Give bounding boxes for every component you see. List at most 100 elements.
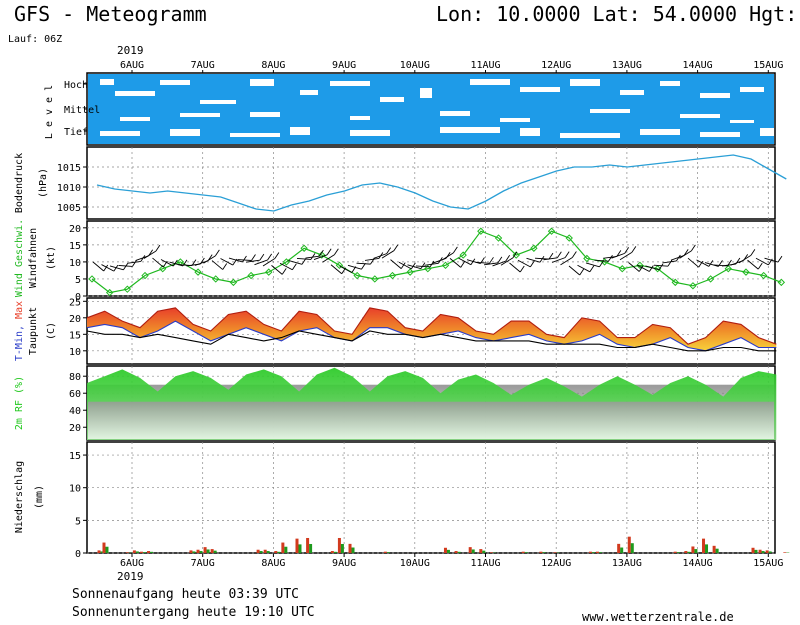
wind-barb	[636, 264, 650, 272]
cloud-gap	[740, 87, 764, 92]
cloud-gap	[100, 131, 140, 136]
wind-barb	[662, 260, 677, 264]
wind-barb-flag	[326, 248, 332, 256]
precip-bar-red	[139, 551, 143, 553]
wind-speed-point	[176, 258, 185, 266]
humidity-ytick-label: 40	[69, 406, 81, 417]
humidity-ytick-label: 60	[69, 389, 81, 400]
wind-barb-flag	[155, 244, 161, 252]
cloud-gap	[290, 127, 310, 135]
wind-barb	[500, 257, 514, 266]
precip-bar-red	[147, 551, 151, 553]
cloud-gap	[500, 118, 530, 122]
precip-bar-red	[383, 551, 387, 553]
wind-barb	[364, 258, 379, 261]
cloud-level-tief: Tief	[64, 127, 88, 138]
cloud-gap	[440, 127, 500, 133]
wind-barb	[407, 264, 422, 270]
wind-barb	[509, 262, 521, 273]
precip-bar-green	[761, 551, 765, 553]
wind-speed-point	[653, 265, 662, 273]
wind-barb-flag	[616, 250, 622, 257]
wind-barb	[764, 257, 779, 263]
precip-bar-red	[189, 550, 193, 553]
precip-bar-red	[758, 549, 762, 553]
x-tick-bottom: 12AUG	[541, 558, 571, 569]
wind-barb	[398, 261, 412, 270]
wind-barb-flag	[683, 249, 689, 256]
precip-bar-green	[676, 552, 680, 553]
year-label-top: 2019	[117, 44, 144, 57]
wind-barb	[313, 254, 328, 261]
site-link[interactable]: www.wetterzentrale.de	[582, 610, 734, 624]
wind-barb	[322, 254, 335, 263]
cloud-gap	[700, 132, 740, 137]
wind-ytick-label: 0	[75, 292, 81, 303]
wind-barb	[568, 265, 581, 276]
precip-bar-red	[443, 547, 447, 553]
cloud-gap	[660, 81, 680, 86]
x-tick-bottom: 7AUG	[191, 558, 215, 569]
precip-bar-green	[105, 546, 109, 553]
cloud-gap	[160, 80, 190, 85]
wind-speed-point	[600, 258, 609, 266]
wind-barb	[619, 251, 633, 261]
wind-speed-point	[583, 254, 591, 263]
wind-barb-flag	[274, 252, 280, 259]
wind-speed-point	[618, 265, 626, 273]
precip-bar-red	[97, 550, 101, 553]
wind-barb-flag	[638, 265, 644, 272]
wind-speed-point	[335, 261, 344, 270]
wind-barb	[704, 262, 719, 267]
wind-ytick-label: 15	[69, 241, 81, 252]
wind-speed-point	[388, 271, 397, 280]
x-tick-bottom: 11AUG	[470, 558, 500, 569]
precip-bar-red	[295, 538, 299, 553]
cloud-gap	[680, 114, 720, 118]
wind-barb	[483, 262, 498, 266]
cloud-level-label: L e v e l	[44, 85, 55, 139]
wind-barb-flag	[281, 268, 287, 275]
precip-ytick-label: 15	[69, 451, 81, 462]
precip-bar-green	[620, 547, 624, 553]
wind-barb	[611, 252, 625, 259]
cloud-gap	[520, 128, 540, 136]
precip-bar-red	[306, 537, 310, 553]
wind-barb	[339, 265, 353, 273]
cloud-gap	[700, 93, 730, 98]
cloud-gap	[640, 129, 680, 135]
wind-speed-point	[494, 234, 503, 242]
cloud-gap	[115, 91, 155, 96]
wind-barb-flag	[251, 254, 256, 261]
precip-bar-red	[539, 551, 543, 553]
temperature-ytick-label: 20	[69, 314, 81, 325]
wind-barb-flag	[631, 246, 637, 253]
precip-bar-green	[142, 552, 146, 553]
precip-bar-red	[281, 542, 285, 553]
wind-speed-point	[477, 227, 485, 235]
cloud-gap	[420, 88, 432, 98]
wind-barb	[560, 257, 573, 266]
wind-barb-flag	[599, 260, 604, 268]
precip-bar-red	[627, 536, 631, 553]
cloud-gap	[560, 133, 620, 138]
precip-bar-red	[468, 547, 472, 553]
cloud-gap	[570, 79, 600, 86]
wind-speed-point	[158, 265, 167, 273]
cloud-gap	[760, 128, 774, 136]
cloud-gap	[230, 133, 280, 137]
humidity-ytick-label: 20	[69, 423, 81, 434]
pressure-series-line	[96, 154, 787, 212]
precip-bar-red	[102, 542, 106, 553]
wind-speed-point	[265, 268, 273, 276]
cloud-gap	[180, 113, 220, 117]
wind-barb-flag	[259, 253, 265, 261]
wind-barb	[109, 265, 124, 271]
wind-barb-flag	[191, 259, 197, 266]
temperature-panel-unit: (C)	[46, 322, 57, 340]
precip-bar-red	[553, 552, 557, 553]
x-tick-top: 13AUG	[612, 60, 642, 71]
wind-barb	[245, 259, 260, 263]
x-tick-bottom: 6AUG	[120, 558, 144, 569]
precip-bar-green	[705, 544, 709, 553]
